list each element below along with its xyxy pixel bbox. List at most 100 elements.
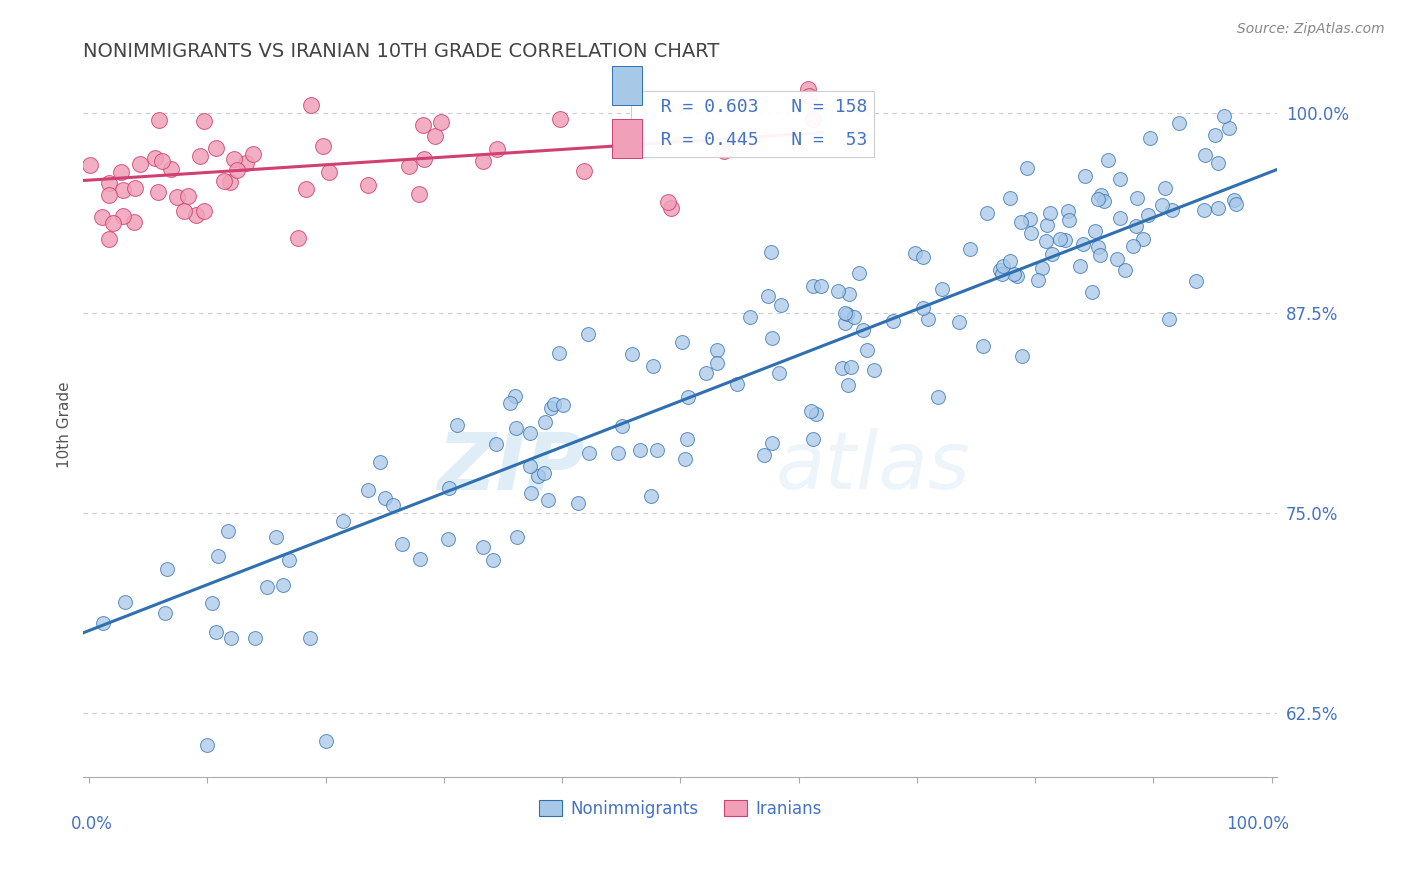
Point [437, 482, 460, 496]
Point [770, 298, 793, 312]
Point [844, 310, 866, 325]
Point [1069, 259, 1091, 273]
Point [837, 307, 859, 321]
Point [976, 206, 998, 220]
Point [519, 425, 541, 440]
Point [526, 469, 548, 483]
Point [295, 182, 318, 196]
Point [413, 152, 436, 166]
Point [201, 596, 224, 610]
Point [676, 390, 699, 404]
Point [1088, 248, 1111, 262]
Point [391, 537, 413, 551]
Point [287, 230, 309, 244]
Point [768, 366, 790, 380]
Point [1011, 349, 1033, 363]
Point [673, 452, 696, 467]
Point [1218, 121, 1240, 136]
Point [856, 343, 879, 357]
Point [128, 157, 150, 171]
Point [278, 553, 301, 567]
Y-axis label: 10th Grade: 10th Grade [58, 382, 72, 468]
Point [848, 266, 870, 280]
Point [110, 165, 132, 179]
Point [79, 157, 101, 171]
Point [533, 466, 555, 480]
Point [1208, 156, 1230, 170]
Point [572, 163, 595, 178]
Point [659, 201, 682, 215]
Point [1137, 208, 1160, 222]
Point [520, 486, 543, 500]
Point [332, 514, 354, 528]
Point [801, 112, 824, 127]
Point [173, 204, 195, 219]
Point [1092, 194, 1115, 209]
Text: NONIMMIGRANTS VS IRANIAN 10TH GRADE CORRELATION CHART: NONIMMIGRANTS VS IRANIAN 10TH GRADE CORR… [83, 42, 720, 61]
Point [643, 359, 665, 374]
Point [315, 734, 337, 748]
Point [212, 173, 235, 187]
Point [207, 549, 229, 563]
Point [827, 284, 849, 298]
Point [152, 153, 174, 168]
Point [1056, 204, 1078, 219]
Point [806, 407, 828, 421]
Point [1152, 198, 1174, 212]
Point [537, 492, 560, 507]
Point [1225, 197, 1247, 211]
Point [576, 327, 599, 342]
Point [242, 147, 264, 161]
Point [834, 306, 856, 320]
Text: ZIP: ZIP [437, 428, 585, 507]
Point [948, 315, 970, 329]
Point [1213, 109, 1236, 123]
Point [534, 415, 557, 429]
Point [505, 420, 527, 434]
Point [756, 289, 779, 303]
Point [1185, 274, 1208, 288]
Point [988, 263, 1011, 277]
Point [111, 183, 134, 197]
Text: 100.0%: 100.0% [1226, 815, 1289, 833]
Point [1040, 247, 1063, 261]
Point [1097, 153, 1119, 167]
Point [159, 162, 181, 177]
Point [657, 194, 679, 209]
Point [799, 88, 821, 103]
Point [990, 267, 1012, 281]
Point [408, 186, 430, 201]
Point [193, 203, 215, 218]
Point [193, 113, 215, 128]
Point [271, 578, 294, 592]
Point [219, 176, 242, 190]
Point [1087, 192, 1109, 206]
Point [912, 301, 935, 315]
Point [810, 279, 832, 293]
Point [1192, 202, 1215, 217]
Point [222, 152, 245, 166]
Point [540, 401, 562, 416]
Point [610, 418, 633, 433]
Point [103, 216, 125, 230]
Point [797, 82, 820, 96]
Point [543, 397, 565, 411]
Point [1109, 172, 1132, 186]
Point [166, 190, 188, 204]
Point [1223, 193, 1246, 207]
Point [357, 483, 380, 498]
Point [98, 187, 121, 202]
Point [761, 330, 783, 344]
Point [471, 153, 494, 168]
Point [628, 443, 651, 458]
Point [485, 437, 508, 451]
Point [931, 282, 953, 296]
Point [620, 347, 643, 361]
Point [219, 631, 242, 645]
Point [725, 376, 748, 391]
Point [299, 97, 322, 112]
Point [437, 532, 460, 546]
Point [188, 148, 211, 162]
Point [1084, 224, 1107, 238]
Point [607, 446, 630, 460]
